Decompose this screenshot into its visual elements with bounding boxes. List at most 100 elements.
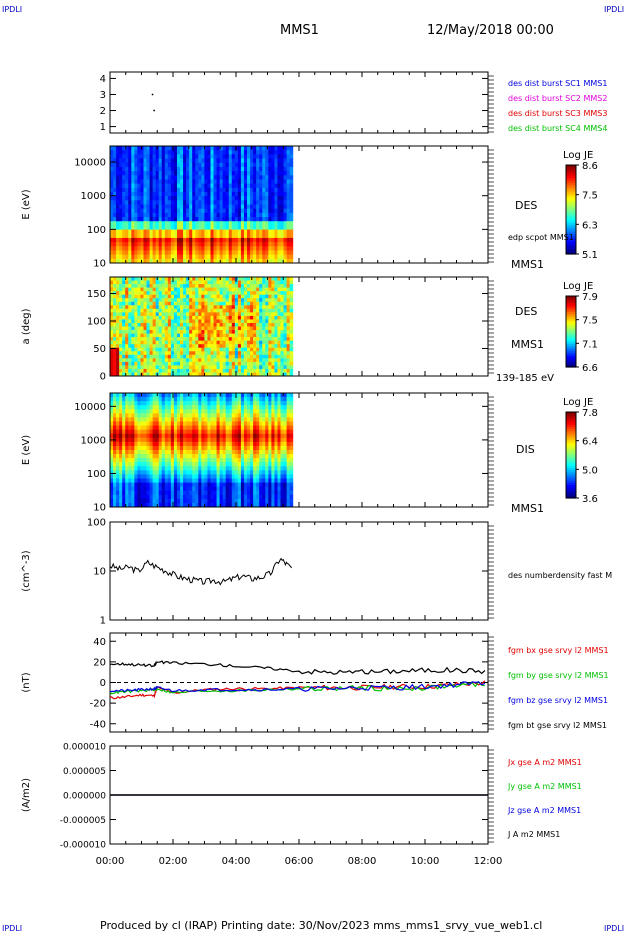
heatmap-cell <box>161 183 166 189</box>
heatmap-cell <box>222 280 227 285</box>
heatmap-cell <box>125 191 129 197</box>
heatmap-cell <box>113 429 117 435</box>
heatmap-cell <box>231 221 236 226</box>
heatmap-cell <box>128 478 132 484</box>
heatmap-cell <box>213 284 218 289</box>
heatmap-cell <box>271 225 275 231</box>
heatmap-cell <box>164 158 169 164</box>
heatmap-cell <box>228 474 233 479</box>
heatmap-cell <box>122 212 126 218</box>
heatmap-cell <box>228 498 233 504</box>
heatmap-cell <box>131 413 135 418</box>
heatmap-cell <box>259 175 263 180</box>
heatmap-cell <box>183 344 187 349</box>
heatmap-cell <box>134 277 138 282</box>
heatmap-cell <box>253 294 257 299</box>
heatmap-cell <box>228 413 233 418</box>
heatmap-cell <box>137 322 141 327</box>
heatmap-cell <box>213 441 218 447</box>
heatmap-cell <box>158 301 163 306</box>
colorbar-segment <box>566 358 576 361</box>
heatmap-cell <box>195 340 199 345</box>
heatmap-cell <box>173 166 178 172</box>
heatmap-cell <box>189 312 193 317</box>
heatmap-cell <box>143 277 148 282</box>
heatmap-cell <box>183 246 187 251</box>
heatmap-cell <box>119 421 123 427</box>
heatmap-cell <box>283 287 288 292</box>
heatmap-cell <box>286 237 291 243</box>
heatmap-cell <box>210 474 215 479</box>
heatmap-cell <box>161 421 166 427</box>
heatmap-cell <box>122 291 126 296</box>
heatmap-cell <box>253 315 257 320</box>
heatmap-cell <box>161 474 166 479</box>
heatmap-cell <box>222 191 227 197</box>
heatmap-cell <box>213 462 218 467</box>
heatmap-cell <box>286 146 291 151</box>
heatmap-cell <box>180 413 184 418</box>
heatmap-cell <box>219 166 224 172</box>
heatmap-cell <box>131 347 135 352</box>
heatmap-cell <box>213 502 218 508</box>
heatmap-cell <box>158 175 163 180</box>
heatmap-cell <box>195 154 199 160</box>
heatmap-cell <box>262 326 266 331</box>
heatmap-cell <box>265 191 269 197</box>
heatmap-cell <box>186 146 190 151</box>
heatmap-cell <box>210 301 215 306</box>
heatmap-cell <box>250 175 254 180</box>
heatmap-cell <box>195 337 199 342</box>
heatmap-cell <box>186 229 190 235</box>
heatmap-cell <box>164 322 169 327</box>
heatmap-cell <box>225 462 230 467</box>
heatmap-cell <box>113 254 117 260</box>
heatmap-cell <box>271 351 275 356</box>
heatmap-cell <box>225 280 230 285</box>
heatmap-cell <box>268 287 272 292</box>
heatmap-cell <box>186 154 190 160</box>
heatmap-cell <box>198 478 202 484</box>
heatmap-cell <box>262 150 266 155</box>
heatmap-cell <box>137 409 141 414</box>
heatmap-cell <box>256 301 260 306</box>
heatmap-cell <box>213 401 218 406</box>
heatmap-cell <box>137 246 141 251</box>
heatmap-cell <box>180 494 184 500</box>
heatmap-cell <box>265 254 269 260</box>
heatmap-cell <box>286 200 291 205</box>
heatmap-cell <box>225 470 230 475</box>
heatmap-cell <box>237 454 242 459</box>
heatmap-cell <box>140 280 144 285</box>
heatmap-cell <box>283 337 288 342</box>
heatmap-cell <box>176 233 181 239</box>
heatmap-cell <box>283 221 288 226</box>
heatmap-cell <box>146 405 151 410</box>
heatmap-cell <box>210 368 215 373</box>
heatmap-cell <box>128 368 132 373</box>
heatmap-cell <box>189 294 193 299</box>
heatmap-cell <box>256 150 260 155</box>
heatmap-cell <box>170 237 175 243</box>
heatmap-cell <box>186 351 190 356</box>
heatmap-cell <box>253 225 257 231</box>
heatmap-cell <box>280 312 285 317</box>
heatmap-cell <box>240 277 245 282</box>
heatmap-cell <box>283 294 288 299</box>
heatmap-cell <box>122 498 126 504</box>
heatmap-cell <box>140 258 144 264</box>
heatmap-cell <box>201 200 205 205</box>
heatmap-cell <box>189 237 193 243</box>
heatmap-cell <box>170 191 175 197</box>
heatmap-cell <box>110 246 114 251</box>
heatmap-cell <box>161 361 166 366</box>
heatmap-cell <box>219 458 224 463</box>
heatmap-cell <box>243 425 248 431</box>
heatmap-cell <box>116 258 120 264</box>
heatmap-cell <box>140 365 144 370</box>
heatmap-cell <box>192 254 196 260</box>
heatmap-cell <box>143 298 148 303</box>
heatmap-cell <box>146 319 151 324</box>
heatmap-cell <box>170 196 175 201</box>
heatmap-cell <box>189 441 193 447</box>
